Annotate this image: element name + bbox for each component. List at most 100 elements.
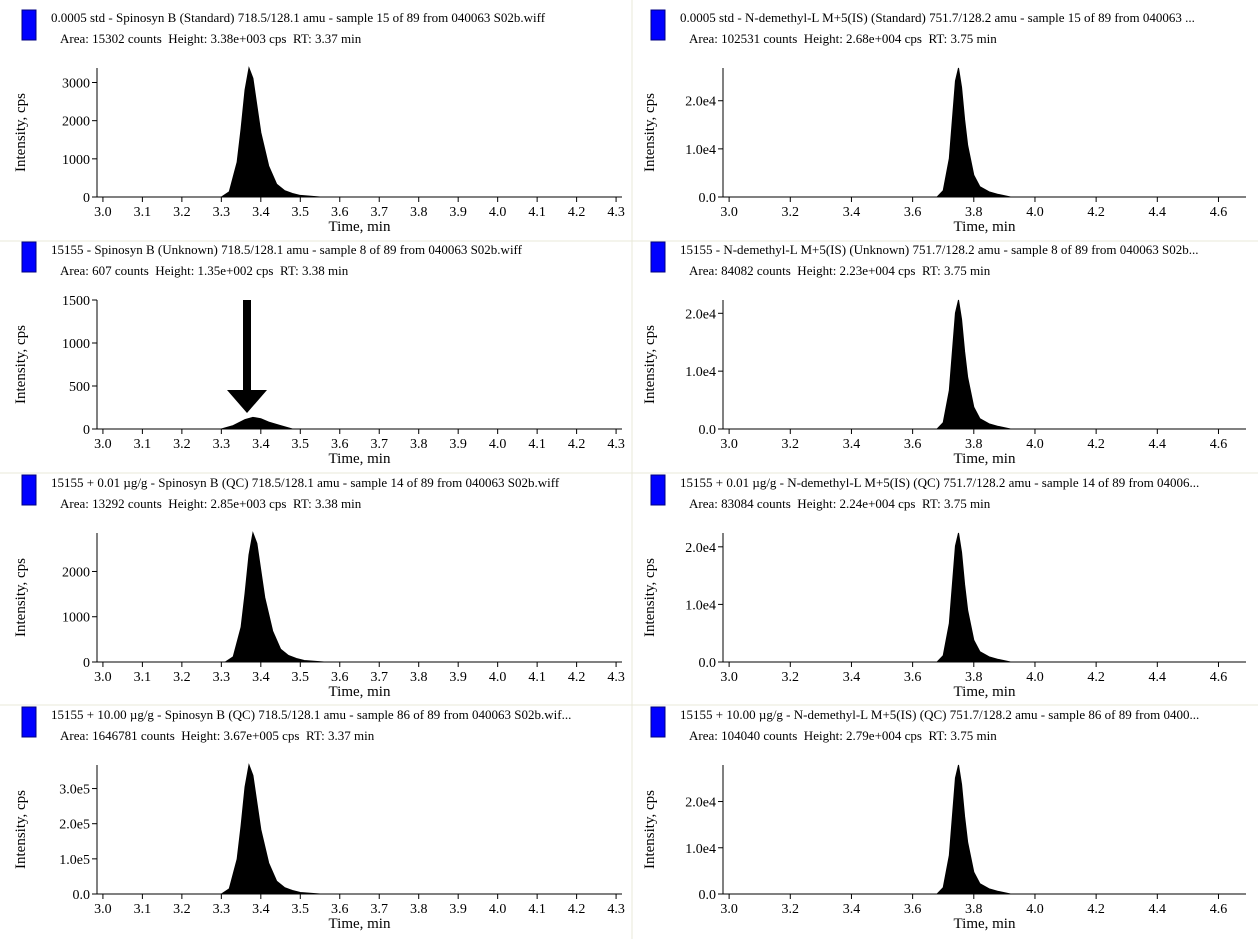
y-tick-label: 2.0e4: [685, 95, 716, 110]
y-axis-label: Intensity, cps: [13, 325, 29, 404]
x-tick-label: 3.7: [370, 437, 388, 452]
chart-subtitle: Area: 13292 counts Height: 2.85e+003 cps…: [60, 496, 362, 511]
x-tick-label: 3.4: [252, 670, 270, 685]
x-tick-label: 4.2: [1087, 205, 1105, 220]
x-axis-label: Time, min: [954, 916, 1016, 932]
chart-title: 15155 + 10.00 µg/g - Spinosyn B (QC) 718…: [51, 707, 571, 722]
y-tick-label: 1.0e4: [685, 365, 716, 380]
y-tick-label: 0.0: [699, 191, 717, 206]
x-tick-label: 3.8: [965, 205, 983, 220]
y-axis-label: Intensity, cps: [13, 93, 29, 172]
chart-panel: 15155 - Spinosyn B (Unknown) 718.5/128.1…: [13, 241, 625, 467]
x-tick-label: 3.0: [720, 205, 738, 220]
y-tick-label: 1000: [62, 337, 90, 352]
x-tick-label: 4.0: [1026, 205, 1044, 220]
x-tick-label: 3.9: [449, 437, 467, 452]
trace-icon: [650, 474, 666, 506]
y-tick-label: 2.0e4: [685, 541, 716, 556]
x-tick-label: 3.9: [449, 902, 467, 917]
x-tick-label: 3.6: [904, 902, 922, 917]
x-tick-label: 4.2: [568, 437, 586, 452]
y-axis-label: Intensity, cps: [642, 790, 658, 869]
x-tick-label: 4.1: [528, 437, 546, 452]
x-tick-label: 4.3: [607, 670, 625, 685]
x-tick-label: 3.0: [720, 437, 738, 452]
y-tick-label: 1000: [62, 611, 90, 626]
trace-icon: [21, 9, 37, 41]
y-tick-label: 0.0: [699, 888, 717, 903]
y-axis-label: Intensity, cps: [13, 790, 29, 869]
x-tick-label: 3.4: [843, 437, 861, 452]
trace-icon: [650, 9, 666, 41]
x-tick-label: 3.8: [965, 670, 983, 685]
peak-area: [219, 763, 321, 895]
x-tick-label: 4.1: [528, 205, 546, 220]
x-tick-label: 4.2: [1087, 902, 1105, 917]
x-tick-label: 3.6: [331, 205, 349, 220]
x-tick-label: 4.6: [1210, 205, 1228, 220]
y-tick-label: 2000: [62, 115, 90, 130]
y-tick-label: 1.0e4: [685, 842, 716, 857]
y-tick-label: 1000: [62, 153, 90, 168]
x-tick-label: 3.5: [292, 902, 310, 917]
x-tick-label: 4.3: [607, 437, 625, 452]
x-tick-label: 3.1: [134, 902, 152, 917]
x-tick-label: 3.7: [370, 205, 388, 220]
peak-area: [219, 66, 321, 198]
chart-panel: 15155 + 0.01 µg/g - Spinosyn B (QC) 718.…: [13, 474, 625, 700]
x-tick-label: 3.0: [720, 902, 738, 917]
x-tick-label: 4.3: [607, 902, 625, 917]
x-tick-label: 4.0: [1026, 902, 1044, 917]
x-tick-label: 3.2: [173, 902, 191, 917]
x-axis-label: Time, min: [954, 451, 1016, 467]
chart-title: 15155 - N-demethyl-L M+5(IS) (Unknown) 7…: [680, 242, 1198, 257]
x-tick-label: 3.4: [843, 205, 861, 220]
x-tick-label: 3.2: [782, 902, 800, 917]
peak-area: [935, 532, 1011, 663]
x-tick-label: 3.6: [331, 437, 349, 452]
chart-title: 0.0005 std - Spinosyn B (Standard) 718.5…: [51, 10, 546, 25]
arrow-shaft: [243, 300, 251, 392]
arrow-head: [227, 390, 267, 413]
x-tick-label: 3.0: [720, 670, 738, 685]
x-tick-label: 4.2: [1087, 437, 1105, 452]
chart-panel: 15155 + 10.00 µg/g - N-demethyl-L M+5(IS…: [642, 706, 1246, 932]
x-tick-label: 3.2: [173, 670, 191, 685]
chart-subtitle: Area: 1646781 counts Height: 3.67e+005 c…: [60, 728, 375, 743]
x-axis-label: Time, min: [329, 684, 391, 700]
y-tick-label: 3000: [62, 77, 90, 92]
x-tick-label: 3.7: [370, 670, 388, 685]
x-tick-label: 4.6: [1210, 670, 1228, 685]
x-tick-label: 3.4: [252, 902, 270, 917]
trace-icon: [21, 474, 37, 506]
x-tick-label: 3.4: [252, 205, 270, 220]
peak-area: [221, 416, 293, 430]
trace-icon: [21, 706, 37, 738]
x-tick-label: 4.2: [568, 205, 586, 220]
x-tick-label: 3.2: [782, 437, 800, 452]
x-tick-label: 4.0: [489, 670, 507, 685]
x-tick-label: 3.5: [292, 437, 310, 452]
y-tick-label: 0.0: [699, 423, 717, 438]
y-tick-label: 0: [83, 191, 90, 206]
x-tick-label: 3.8: [965, 437, 983, 452]
y-axis-label: Intensity, cps: [642, 93, 658, 172]
x-tick-label: 3.1: [134, 670, 152, 685]
x-tick-label: 4.0: [489, 437, 507, 452]
x-tick-label: 3.4: [843, 670, 861, 685]
x-tick-label: 4.2: [568, 670, 586, 685]
chart-panel: 0.0005 std - Spinosyn B (Standard) 718.5…: [13, 9, 625, 235]
x-tick-label: 3.2: [782, 205, 800, 220]
x-tick-label: 3.2: [173, 437, 191, 452]
trace-icon: [21, 241, 37, 273]
chart-subtitle: Area: 102531 counts Height: 2.68e+004 cp…: [689, 31, 997, 46]
chart-panel: 0.0005 std - N-demethyl-L M+5(IS) (Stand…: [642, 9, 1246, 235]
x-tick-label: 3.8: [965, 902, 983, 917]
chart-title: 0.0005 std - N-demethyl-L M+5(IS) (Stand…: [680, 10, 1195, 25]
chart-subtitle: Area: 104040 counts Height: 2.79e+004 cp…: [689, 728, 997, 743]
x-tick-label: 3.3: [213, 205, 231, 220]
x-tick-label: 4.4: [1149, 670, 1167, 685]
y-tick-label: 2000: [62, 565, 90, 580]
